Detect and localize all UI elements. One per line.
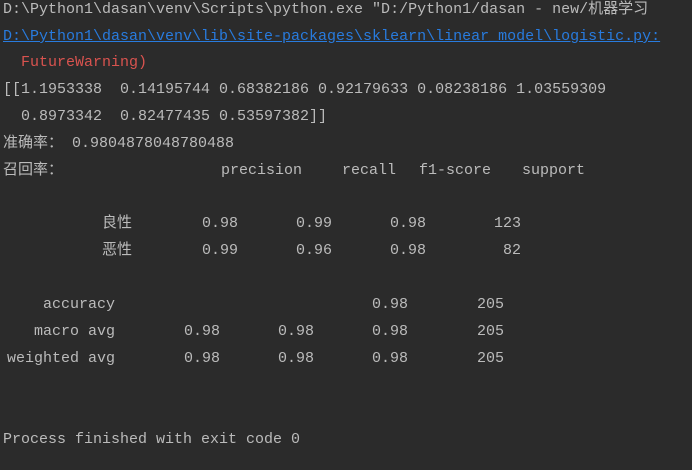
warning-text: FutureWarning) — [3, 54, 148, 71]
cell-support: 82 — [502, 242, 521, 259]
row-label: weighted avg — [6, 350, 115, 367]
header-f1-score: f1-score — [418, 162, 491, 179]
warning-file-link[interactable]: D:\Python1\dasan\venv\lib\site-packages\… — [3, 28, 661, 45]
cell-recall: 0.96 — [295, 242, 332, 259]
cell-precision: 0.98 — [183, 350, 220, 367]
cell-support: 123 — [493, 215, 521, 232]
cell-precision: 0.98 — [201, 215, 238, 232]
array-line-2: 0.8973342 0.82477435 0.53597382]] — [3, 108, 328, 125]
cell-f1: 0.98 — [389, 215, 426, 232]
header-support: support — [521, 162, 585, 179]
row-label: 良性 — [101, 215, 132, 232]
cell-f1: 0.98 — [371, 323, 408, 340]
cell-precision: 0.98 — [183, 323, 220, 340]
cell-support: 205 — [476, 323, 504, 340]
cell-recall: 0.99 — [295, 215, 332, 232]
row-label: accuracy — [42, 296, 115, 313]
accuracy-label: 准确率： — [3, 135, 64, 152]
array-line-1: [[1.1953338 0.14195744 0.68382186 0.9217… — [3, 81, 607, 98]
cell-recall: 0.98 — [277, 323, 314, 340]
cell-f1: 0.98 — [371, 296, 408, 313]
cell-precision: 0.99 — [201, 242, 238, 259]
header-recall: recall — [341, 162, 396, 179]
cell-support: 205 — [476, 296, 504, 313]
accuracy-value: 0.9804878048780488 — [72, 135, 235, 152]
cell-f1: 0.98 — [371, 350, 408, 367]
exit-message: Process finished with exit code 0 — [3, 431, 301, 448]
accuracy-line: 准确率： 0.9804878048780488 — [3, 134, 234, 154]
header-precision: precision — [220, 162, 302, 179]
cell-f1: 0.98 — [389, 242, 426, 259]
cell-support: 205 — [476, 350, 504, 367]
cell-recall: 0.98 — [277, 350, 314, 367]
command-line: D:\Python1\dasan\venv\Scripts\python.exe… — [3, 1, 649, 18]
row-label: macro avg — [33, 323, 115, 340]
row-label: 恶性 — [101, 242, 132, 259]
recall-label: 召回率： — [3, 162, 64, 179]
